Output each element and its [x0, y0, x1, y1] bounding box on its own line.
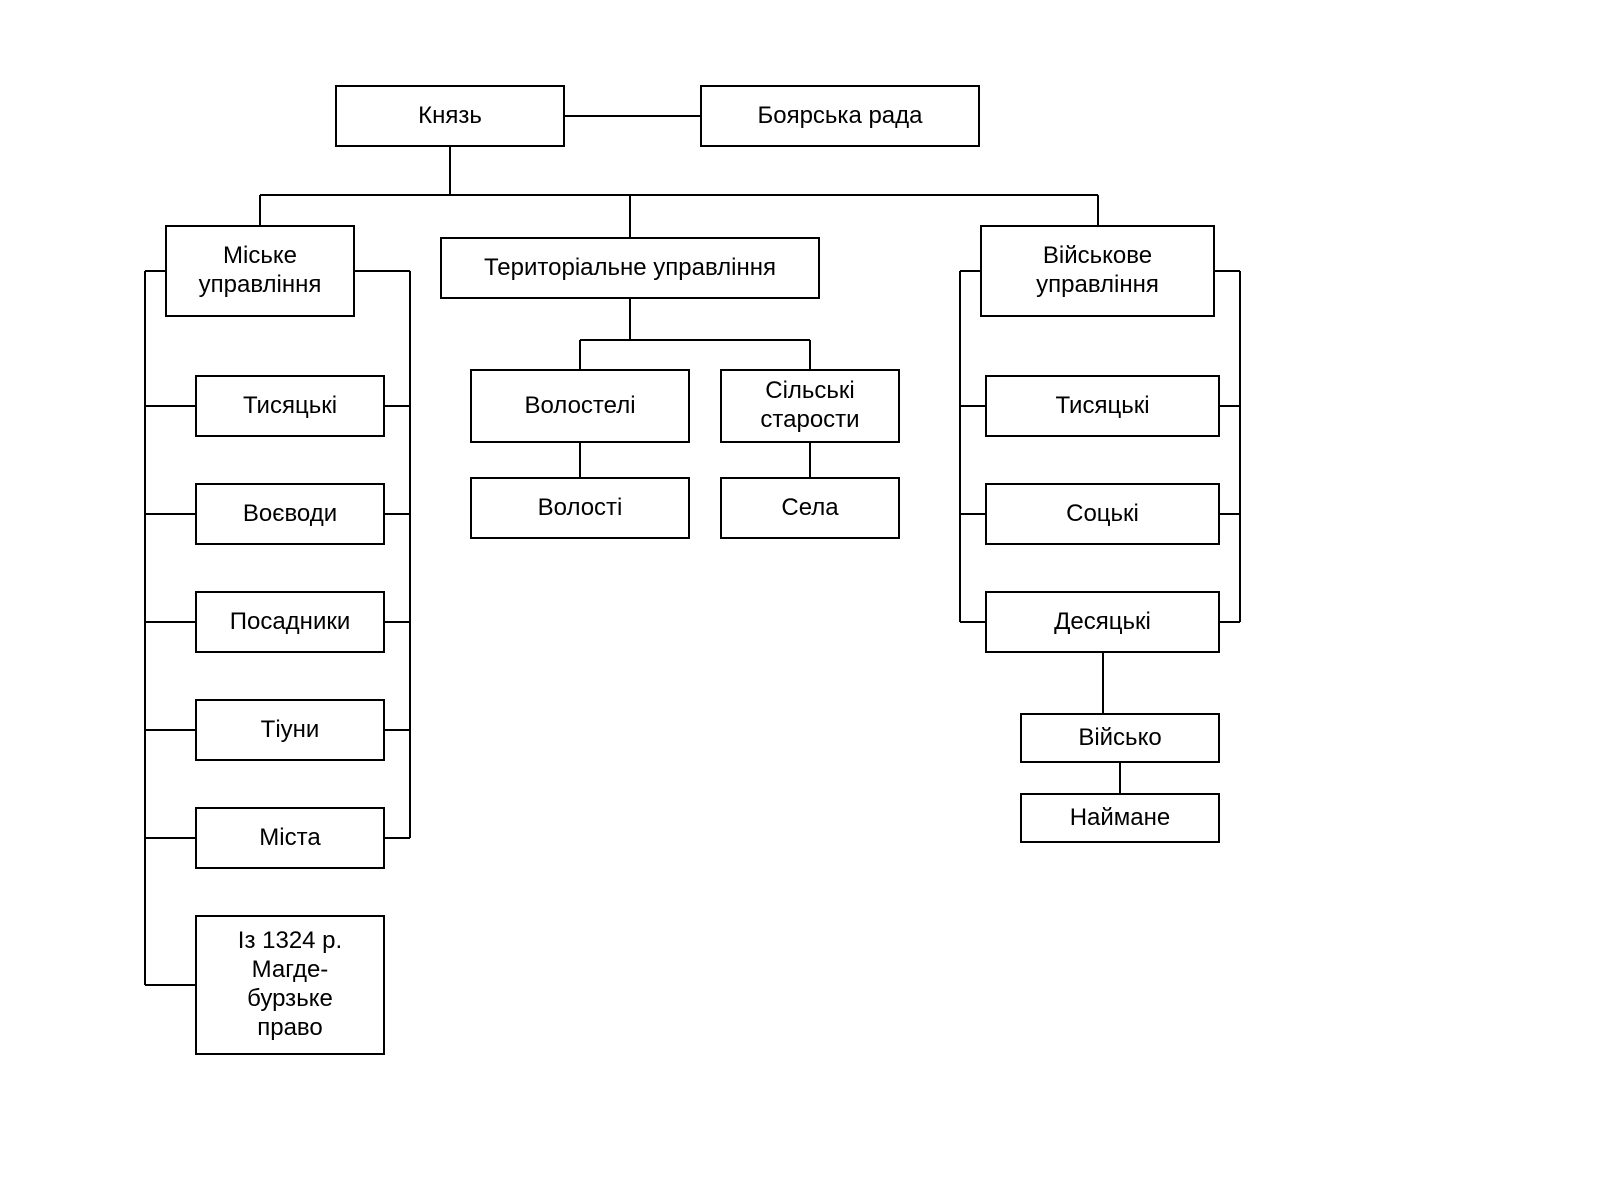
node-posadnyky: Посадники [195, 591, 385, 653]
node-starosty: Сільськістарости [720, 369, 900, 443]
node-boyar_council: Боярська рада [700, 85, 980, 147]
node-viysko: Військо [1020, 713, 1220, 763]
node-tysiatski_r: Тисяцькі [985, 375, 1220, 437]
node-magdeburg: Із 1324 р.Магде-бурзькеправо [195, 915, 385, 1055]
node-prince: Князь [335, 85, 565, 147]
node-volosteli: Волостелі [470, 369, 690, 443]
node-mista: Міста [195, 807, 385, 869]
node-desiatski: Десяцькі [985, 591, 1220, 653]
node-volosti: Волості [470, 477, 690, 539]
node-sotski: Соцькі [985, 483, 1220, 545]
node-tysiatski_l: Тисяцькі [195, 375, 385, 437]
node-sela: Села [720, 477, 900, 539]
node-mil_admin: Військовеуправління [980, 225, 1215, 317]
node-naimane: Наймане [1020, 793, 1220, 843]
node-voevody: Воєводи [195, 483, 385, 545]
node-city_admin: Міськеуправління [165, 225, 355, 317]
node-terr_admin: Територіальне управління [440, 237, 820, 299]
node-tiuny: Тіуни [195, 699, 385, 761]
